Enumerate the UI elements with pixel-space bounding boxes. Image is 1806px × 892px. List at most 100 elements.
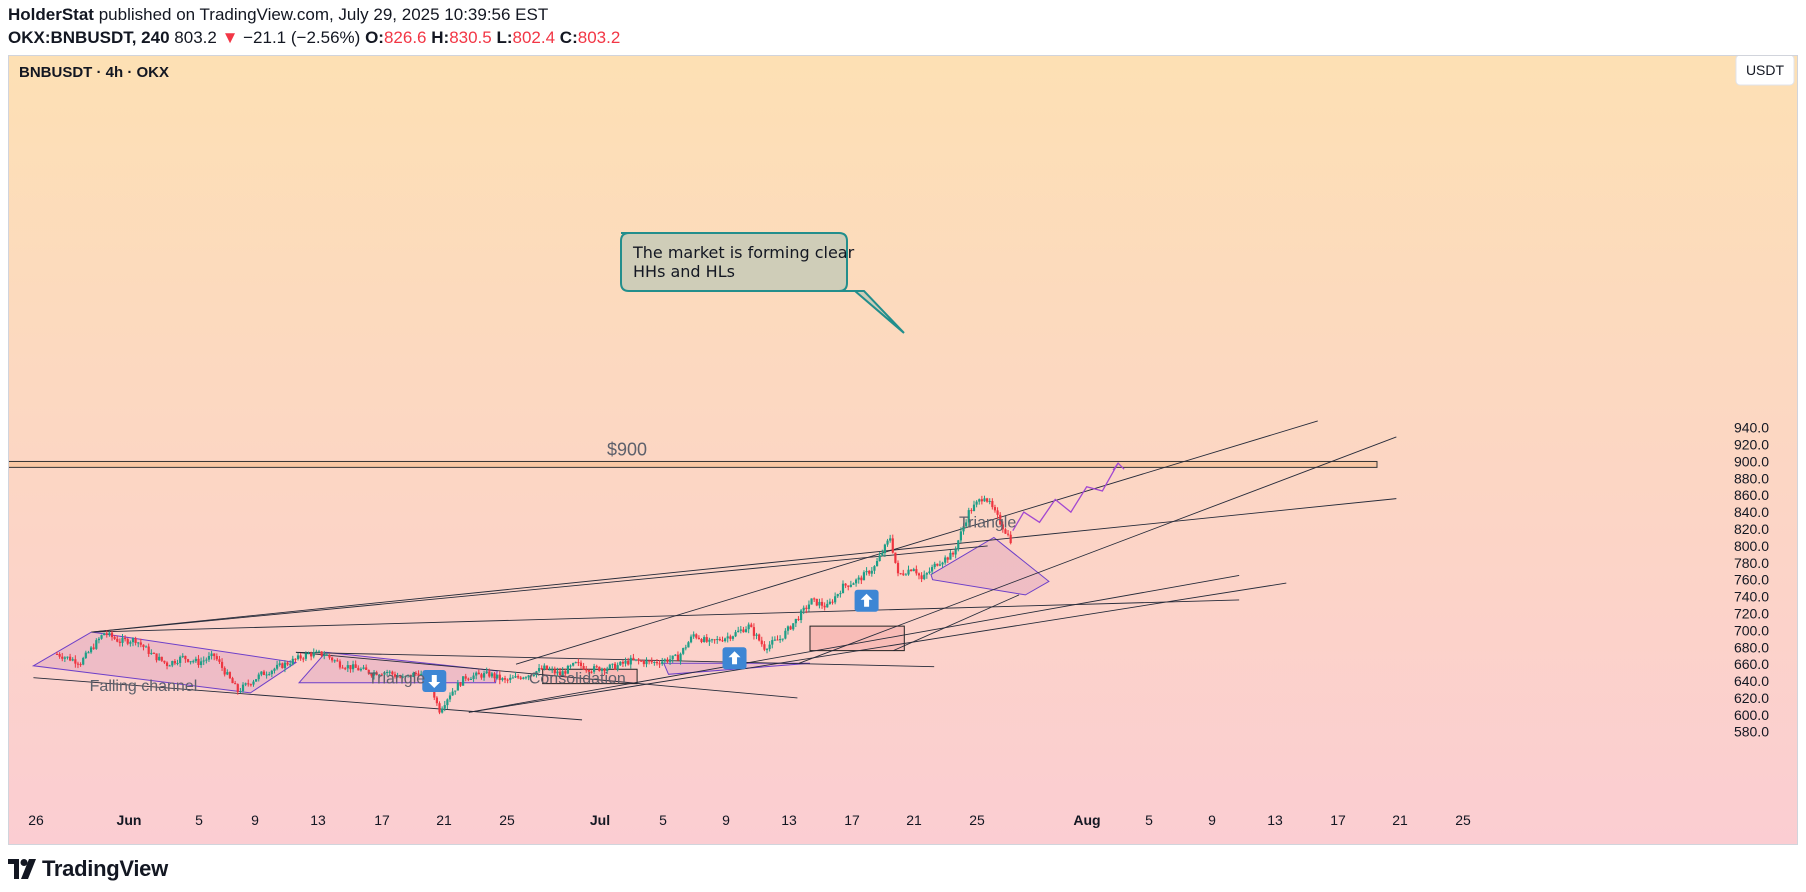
candle-body — [55, 654, 59, 656]
candle-body — [828, 601, 831, 604]
publish-info: HolderStat published on TradingView.com,… — [8, 5, 548, 25]
candle-body — [477, 672, 480, 675]
candle-body — [121, 637, 124, 643]
candle-body — [978, 499, 981, 502]
candle-body — [433, 687, 436, 698]
candle-body — [758, 634, 761, 641]
open-label: O: — [365, 28, 384, 47]
candle-body — [802, 607, 805, 611]
candle-body — [700, 639, 703, 643]
candle-body — [265, 674, 268, 676]
candle-body — [218, 659, 221, 662]
candle-body — [61, 656, 64, 659]
candle-body — [773, 639, 776, 641]
candle-body — [972, 504, 976, 512]
candle-body — [202, 660, 205, 662]
candle-body — [152, 652, 156, 654]
candle-body — [296, 655, 300, 660]
candle-body — [752, 627, 756, 636]
candle-body — [606, 668, 609, 672]
candle-body — [679, 653, 682, 661]
trendline-2 — [91, 545, 988, 633]
candle-body — [320, 651, 323, 656]
candle-body — [220, 661, 224, 668]
x-axis-tick-label: 25 — [1455, 812, 1471, 828]
candle-body — [144, 646, 148, 648]
author-name[interactable]: HolderStat — [8, 5, 94, 24]
candle-body — [404, 675, 407, 677]
candle-body — [875, 561, 879, 567]
candle-body — [674, 654, 677, 656]
candle-body — [165, 662, 169, 666]
candle-body — [815, 598, 818, 606]
y-axis-tick-label: 600.0 — [1734, 707, 1769, 723]
candle-body — [168, 665, 171, 667]
candle-body — [572, 662, 575, 666]
candle-body — [820, 601, 824, 606]
candle-body — [857, 577, 860, 580]
candle-body — [936, 563, 939, 566]
candle-body — [661, 661, 664, 665]
candle-body — [991, 500, 994, 508]
x-axis-tick-label: 25 — [499, 812, 515, 828]
candle-body — [244, 683, 247, 685]
candle-body — [310, 653, 313, 657]
up-arrow-badge-icon-glyph — [728, 651, 741, 665]
trendline-7 — [468, 575, 1240, 713]
high-label: H: — [431, 28, 450, 47]
candle-body — [797, 618, 800, 621]
candle-body — [207, 656, 211, 660]
currency-badge[interactable]: USDT — [1735, 56, 1795, 86]
candle-body — [252, 681, 255, 685]
callout-bubble — [620, 232, 905, 334]
resistance-zone-900 — [9, 460, 1378, 468]
candle-body — [262, 671, 266, 676]
candle-body — [566, 665, 569, 674]
candle-body — [946, 557, 949, 560]
tradingview-logo-icon — [8, 859, 36, 879]
candle-body — [663, 659, 666, 662]
candle-body — [409, 674, 412, 678]
candle-body — [627, 660, 630, 665]
candle-body — [836, 594, 839, 597]
trendline-6 — [33, 677, 583, 721]
symbol-label[interactable]: OKX:BNBUSDT, 240 — [8, 28, 170, 47]
candle-body — [255, 679, 258, 682]
tradingview-brand[interactable]: TradingView — [42, 856, 168, 881]
candle-body — [341, 667, 344, 669]
candle-body — [509, 677, 512, 680]
candle-body — [192, 661, 195, 663]
candle-body — [907, 569, 910, 575]
candle-body — [868, 570, 871, 574]
chart-pane[interactable]: $900 Falling channel Triangle Consolidatio… — [8, 55, 1798, 845]
candle-body — [894, 552, 897, 563]
candle-body — [97, 638, 101, 641]
candle-body — [482, 673, 486, 678]
candle-body — [275, 664, 279, 669]
candle-body — [312, 652, 315, 657]
candle-body — [642, 661, 645, 665]
x-axis-tick-label: 21 — [436, 812, 452, 828]
candle-body — [194, 658, 197, 662]
candle-body — [716, 638, 719, 640]
trendline-11 — [893, 594, 1020, 652]
candle-body — [179, 656, 182, 663]
candle-body — [598, 666, 601, 671]
candle-body — [414, 673, 418, 675]
candle-body — [189, 661, 192, 663]
low-value: 802.4 — [512, 28, 556, 47]
triangle-label-2: Triangle — [959, 514, 1016, 531]
x-axis-tick-label: 5 — [659, 812, 667, 828]
price-chart[interactable]: $900 Falling channel Triangle Consolidatio… — [9, 56, 1798, 845]
candle-body — [522, 677, 525, 679]
candle-body — [655, 662, 659, 664]
candle-body — [763, 644, 766, 650]
candle-body — [448, 695, 452, 700]
candle-body — [215, 656, 218, 660]
candle-body — [925, 573, 928, 575]
candle-body — [899, 573, 902, 575]
candle-body — [556, 671, 559, 674]
candle-body — [941, 562, 944, 565]
candle-body — [999, 514, 1002, 525]
candle-body — [965, 522, 968, 527]
